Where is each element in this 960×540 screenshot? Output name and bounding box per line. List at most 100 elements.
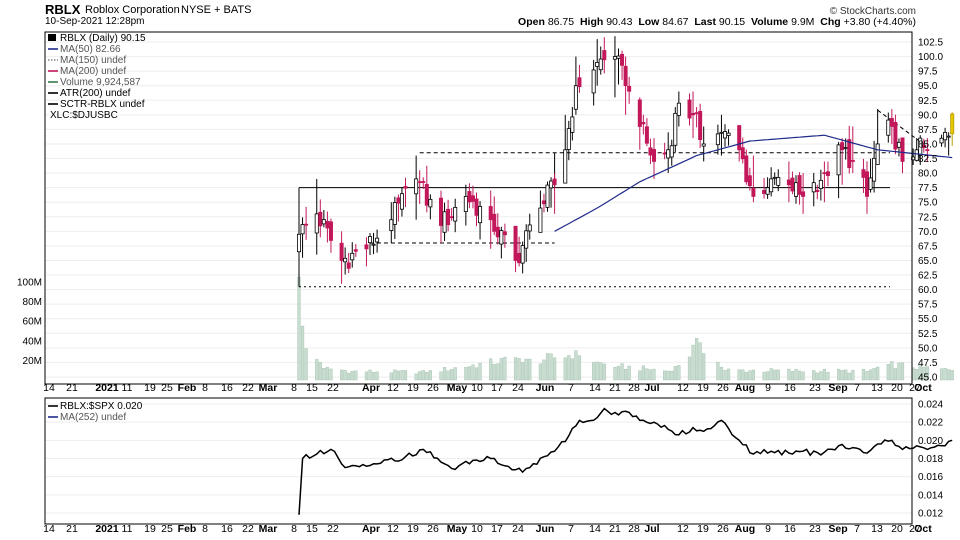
volume-bar [837, 368, 841, 381]
candle-body [790, 177, 795, 192]
volume-bar [865, 370, 869, 381]
volume-bar [499, 358, 503, 381]
volume-bar [489, 358, 493, 381]
volume-bar [446, 370, 450, 381]
price-y-tick-label: 90.0 [918, 110, 938, 121]
price-x-tick-label: 8 [202, 382, 208, 394]
candle-body [350, 252, 355, 261]
candle-body [769, 178, 774, 193]
candle-body [737, 125, 742, 151]
candle-body [694, 112, 699, 115]
candle-body [723, 131, 728, 139]
ratio-x-tick-label: 16 [784, 523, 796, 535]
ratio-x-tick-label: Jun [536, 523, 555, 535]
candle-body [641, 122, 646, 125]
volume-bar [822, 368, 826, 381]
price-x-tick-label: 28 [628, 382, 640, 394]
ratio-x-tick-label: 19 [697, 523, 709, 535]
candle-body [570, 116, 575, 133]
price-x-tick-label: 19 [144, 382, 156, 394]
volume-bar [553, 357, 557, 381]
volume-bar [826, 372, 830, 381]
volume-bar [645, 368, 649, 381]
candle-body [620, 53, 625, 66]
candle-body [573, 85, 578, 110]
volume-bar [599, 362, 603, 381]
volume-bar [868, 369, 873, 381]
volume-bar [677, 365, 681, 381]
candle-body [367, 236, 372, 244]
candle-body [673, 112, 678, 146]
ratio-x-tick-label: 12 [677, 523, 689, 535]
candle-body [602, 50, 607, 61]
volume-bar [641, 365, 645, 381]
price-x-tick-label: 9 [765, 382, 771, 394]
open-label: Open [518, 16, 545, 28]
volume-bar [840, 370, 844, 381]
volume-bar [915, 369, 919, 381]
volume-bar [414, 373, 418, 381]
candle-body [474, 198, 479, 216]
ratio-x-tick-label: 20 [891, 523, 903, 535]
open-value: 86.75 [547, 16, 575, 28]
volume-bar [371, 371, 376, 381]
price-y-tick-label: 52.5 [918, 329, 938, 340]
candle-body [325, 220, 330, 229]
price-y-tick-label: 75.0 [918, 198, 938, 209]
candle-body [520, 245, 525, 264]
candle-body [794, 182, 799, 197]
ratio-x-tick-label: 10 [471, 523, 483, 535]
volume-bar [794, 368, 798, 381]
price-x-tick-label: 14 [43, 382, 55, 394]
legend-title: RBLX (Daily) 90.15 [60, 33, 146, 44]
volume-bar [673, 366, 677, 381]
ratio-x-tick-label: Mar [259, 523, 278, 535]
candle-body [517, 252, 522, 264]
ratio-panel-frame [44, 397, 913, 525]
candle-body [925, 149, 930, 152]
ratio-x-tick-label: 21 [609, 523, 621, 535]
candle-body [637, 99, 642, 127]
volume-bar [652, 368, 656, 381]
price-x-tick-label: 21 [609, 382, 621, 394]
volume-bar [769, 368, 773, 381]
volume-bar [464, 367, 468, 381]
ratio-x-tick-label: May [447, 523, 468, 535]
candle-body [524, 230, 529, 249]
volume-bar [538, 363, 542, 381]
candle-body [747, 175, 752, 187]
candle-body [463, 195, 468, 212]
candle-body [644, 126, 649, 144]
volume-bar [797, 370, 802, 381]
candle-body [421, 181, 426, 183]
volume-bar [737, 369, 741, 381]
last-label: Last [694, 16, 716, 28]
candle-body [453, 206, 458, 222]
volume-bar [726, 368, 731, 381]
volume-bar [663, 370, 667, 381]
candle-body [545, 184, 550, 208]
price-x-tick-label: 27 [909, 382, 921, 394]
volume-bar [592, 362, 596, 381]
ratio-y-tick-label: 0.018 [918, 454, 943, 465]
volume-bar [787, 368, 791, 381]
candle-body [762, 190, 767, 194]
volume-bar [897, 362, 901, 381]
price-y-tick-label: 85.0 [918, 139, 938, 150]
ratio-x-tick-label: 12 [387, 523, 399, 535]
ratio-x-tick-label: 16 [221, 523, 233, 535]
legend-entry: MA(252) undef [60, 412, 126, 423]
candle-body [900, 137, 905, 162]
volume-bar [762, 371, 766, 381]
volume-bar [741, 369, 745, 381]
volume-bar [368, 369, 372, 381]
candle-body [595, 61, 600, 67]
volume-bar [496, 363, 500, 381]
ratio-x-tick-label: 17 [491, 523, 503, 535]
ma50-line [554, 134, 953, 232]
price-x-tick-label: 12 [677, 382, 689, 394]
candle-body [740, 147, 745, 160]
price-x-tick-label: 16 [784, 382, 796, 394]
price-y-tick-label: 100.0 [918, 52, 943, 63]
